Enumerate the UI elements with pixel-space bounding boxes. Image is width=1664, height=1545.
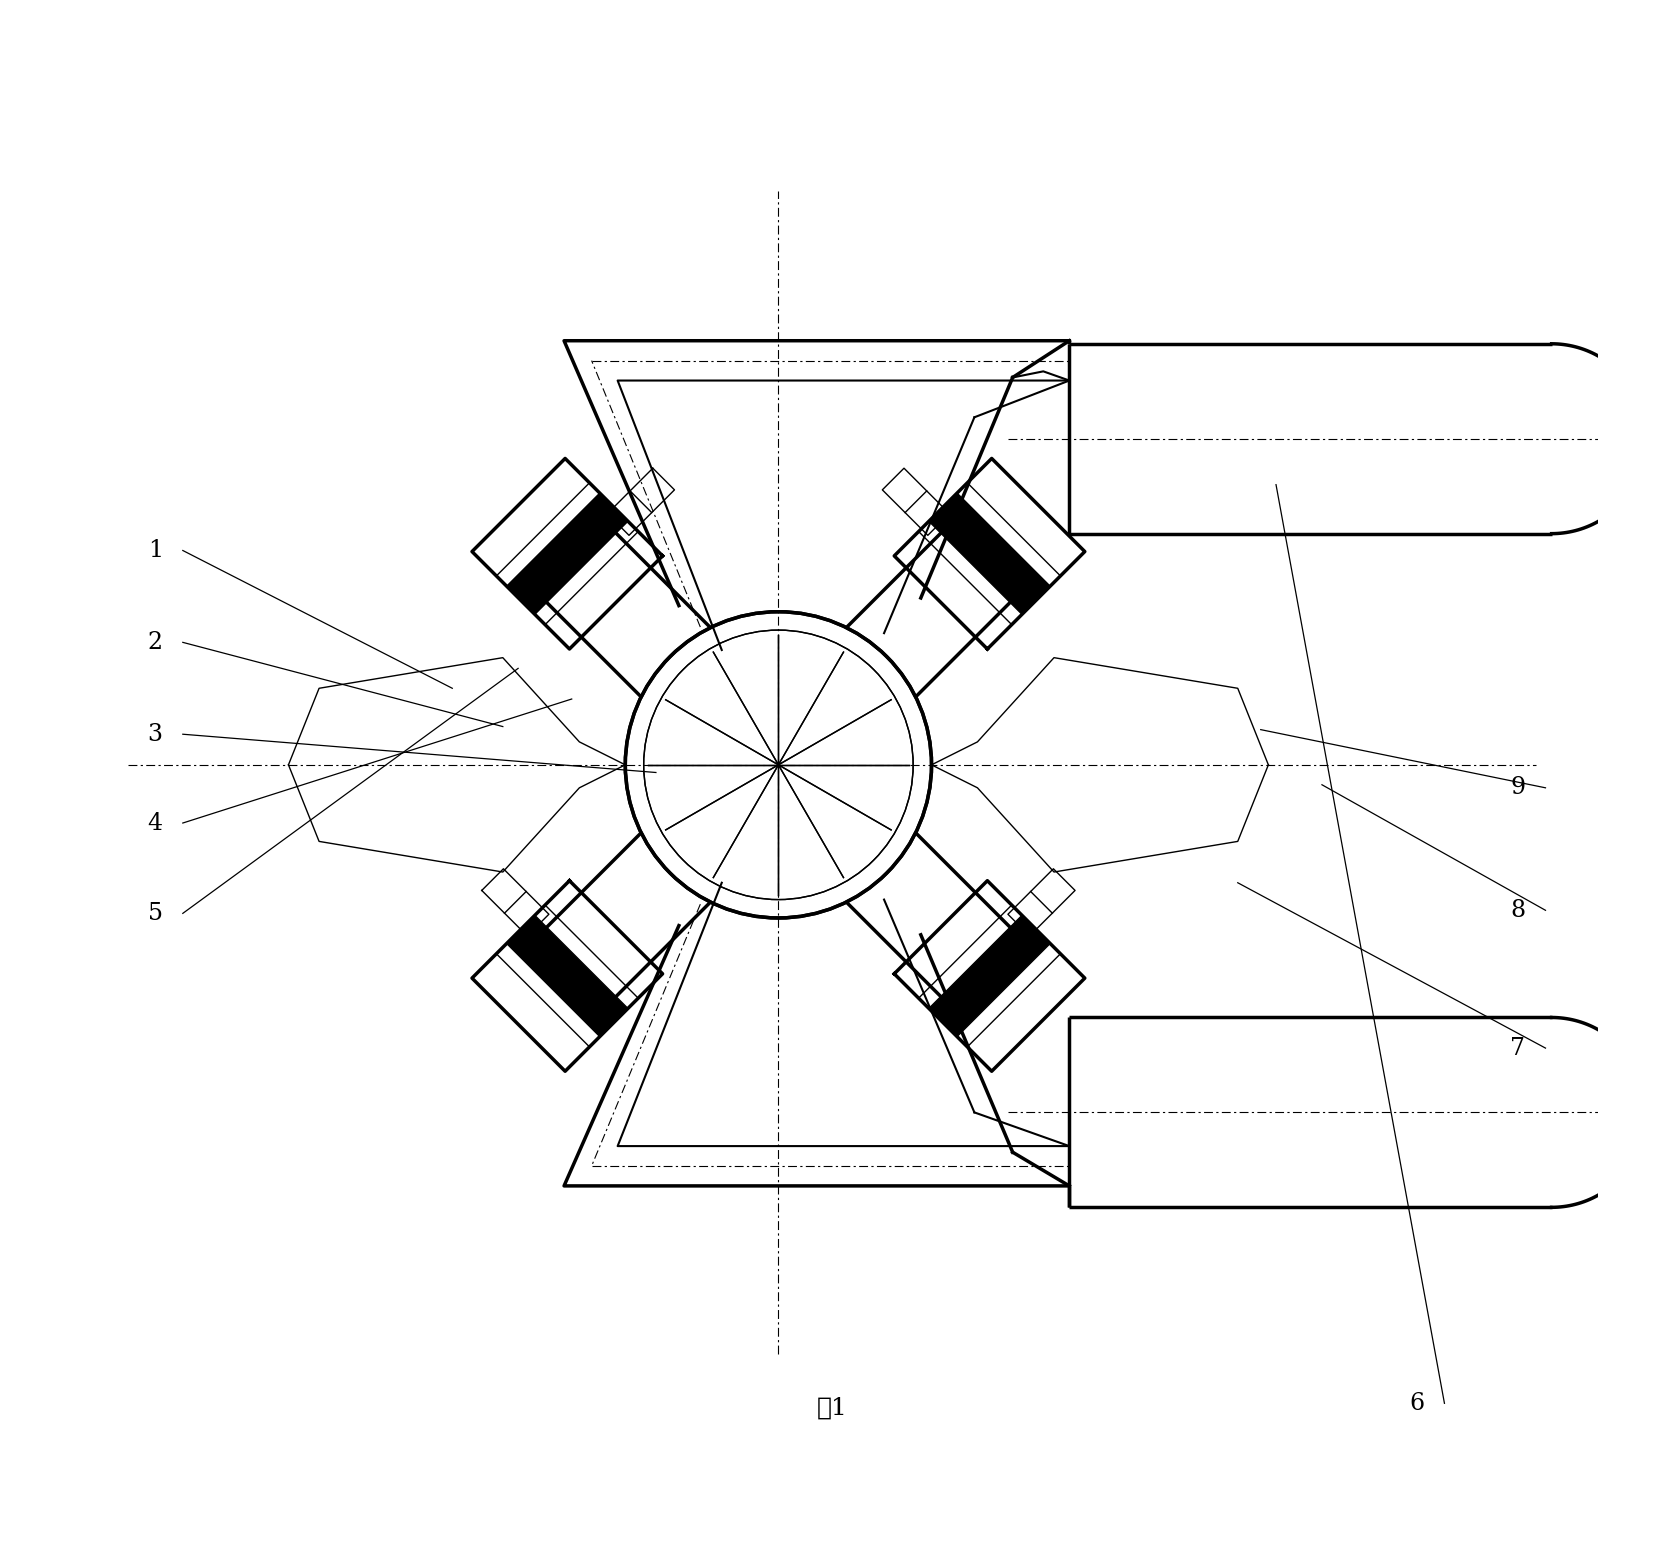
Text: 图1: 图1 [817,1397,847,1420]
Text: 1: 1 [148,539,163,562]
Polygon shape [506,493,627,615]
Text: 6: 6 [1409,1392,1424,1415]
Text: 7: 7 [1511,1037,1526,1060]
Polygon shape [929,493,1050,615]
Text: 8: 8 [1511,899,1526,922]
Polygon shape [506,915,627,1037]
Text: 9: 9 [1511,776,1526,799]
Text: 4: 4 [148,811,163,834]
Text: 2: 2 [148,630,163,654]
Polygon shape [929,915,1050,1037]
Text: 5: 5 [148,902,163,925]
Text: 3: 3 [148,723,163,746]
